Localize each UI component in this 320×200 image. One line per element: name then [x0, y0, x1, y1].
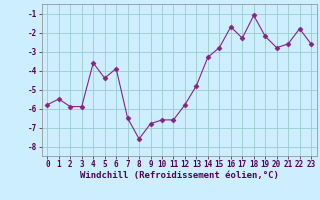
X-axis label: Windchill (Refroidissement éolien,°C): Windchill (Refroidissement éolien,°C) — [80, 171, 279, 180]
